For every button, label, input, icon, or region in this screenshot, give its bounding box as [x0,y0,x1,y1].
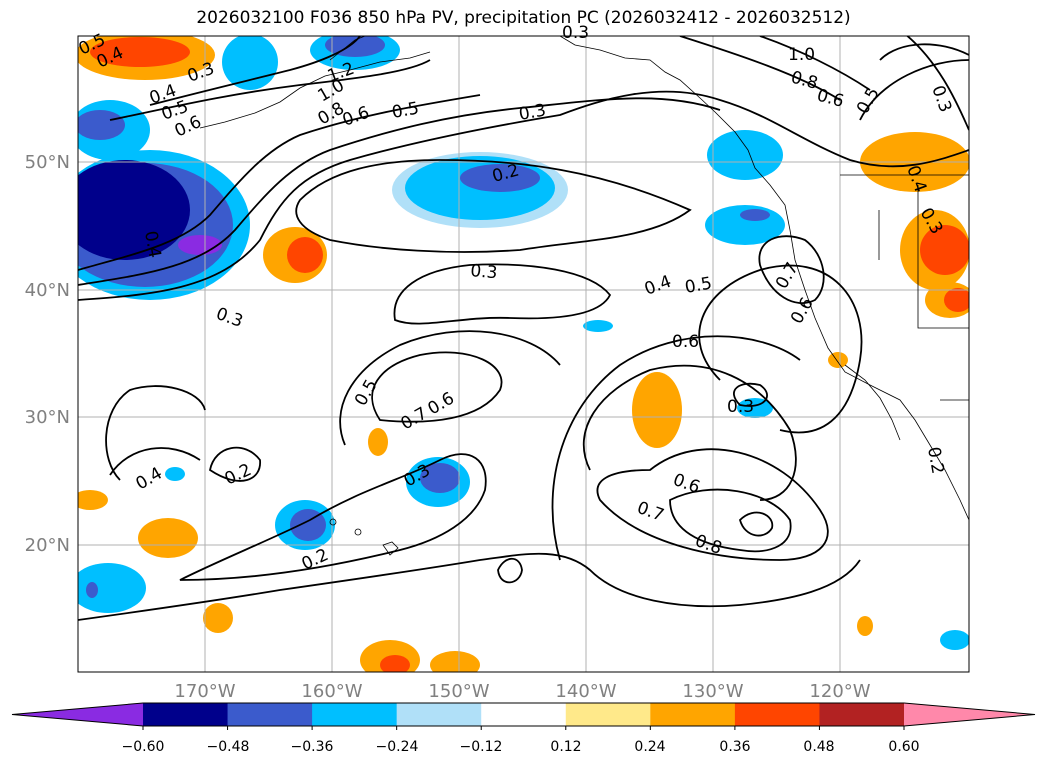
map-title: 2026032100 F036 850 hPa PV, precipitatio… [196,8,851,28]
colorbar-tick-label: 0.24 [634,739,665,755]
colorbar-tick-label: 0.48 [803,739,834,755]
contour-label: 0.3 [470,261,499,283]
colorbar-segment [227,703,313,726]
lon-tick-label: 170°W [174,681,235,702]
lon-tick-label: 140°W [555,681,616,702]
lon-tick-label: 120°W [809,681,870,702]
colorbar-tick-label: −0.60 [122,739,165,755]
colorbar-extend-min [12,703,143,726]
pv-contours [78,36,969,621]
colorbar-segment [650,703,736,726]
hawaiian-islands [329,518,399,556]
lat-tick-label: 50°N [25,152,70,173]
latitude-ticks: 50°N 40°N 30°N 20°N [25,152,70,556]
contour-label: 0.5 [853,84,884,117]
contour-label: 0.4 [642,272,674,300]
contour-label: 0.7 [772,259,803,292]
contour-label: 0.2 [923,445,947,475]
negative-precip-region-south [78,457,969,650]
positive-precip-region-ne [860,132,969,318]
colorbar-segment [396,703,482,726]
contour-label: 0.6 [787,294,818,327]
contour-label: 0.6 [340,103,372,131]
contour-label: 0.6 [425,388,458,419]
map-frame [77,35,970,673]
contour-labels: 0.5 0.4 0.3 0.4 0.5 0.6 0.3 1.0 0.8 0.6 … [76,23,956,575]
longitude-ticks: 170°W 160°W 150°W 140°W 130°W 120°W [174,681,870,702]
contour-label: 0.3 [727,397,754,417]
contour-label: 0.2 [222,460,255,490]
contour-label: 0.6 [815,86,846,112]
colorbar-tick-label: −0.24 [376,739,419,755]
contour-label: 0.3 [562,23,589,43]
positive-precip-region-nw [78,36,327,283]
colorbar-tick-label: 0.12 [550,739,581,755]
lon-tick-label: 160°W [301,681,362,702]
contour-label: 0.7 [398,403,431,434]
negative-precip-region-central [392,152,568,228]
colorbar-tick-label: 0.60 [888,739,919,755]
colorbar-segment [734,703,820,726]
colorbar-tick-label: −0.36 [291,739,334,755]
contour-label: 0.8 [789,68,820,94]
contour-label: 0.7 [634,498,666,526]
negative-precip-region-nw [78,100,250,300]
colorbar-tick-label: −0.12 [460,739,503,755]
colorbar-segment [819,703,905,726]
lat-tick-label: 40°N [25,280,70,301]
colorbar-extend-max [904,703,1035,726]
colorbar-segment [143,703,229,726]
negative-precip-region-coast [583,130,785,418]
colorbar-labels: −0.60 −0.48 −0.36 −0.24 −0.12 0.12 0.24 … [122,739,920,755]
colorbar-segment [481,703,567,726]
colorbar-tick-label: 0.36 [719,739,750,755]
contour-label: 0.6 [672,332,699,352]
contour-label: 0.5 [683,274,713,298]
contour-label: 1.0 [788,45,815,65]
precipitation-fill-layer [78,36,969,672]
contour-label: 0.4 [133,463,166,494]
lat-tick-label: 20°N [25,535,70,556]
colorbar-segment [312,703,398,726]
lon-tick-label: 150°W [428,681,489,702]
contour-label: 0.6 [670,470,702,498]
contour-label: 0.3 [927,83,955,115]
lon-tick-label: 130°W [682,681,743,702]
contour-label: 0.5 [390,99,420,123]
contour-label: 0.4 [140,229,164,259]
coastline [199,36,969,521]
lat-tick-label: 30°N [25,407,70,428]
colorbar [11,702,1036,730]
colorbar-tick-label: −0.48 [207,739,250,755]
positive-precip-region-central [368,352,848,456]
contour-label: 0.3 [517,101,547,125]
colorbar-segment [565,703,651,726]
contour-label: 0.3 [213,304,245,332]
positive-precip-region-south [78,490,873,672]
